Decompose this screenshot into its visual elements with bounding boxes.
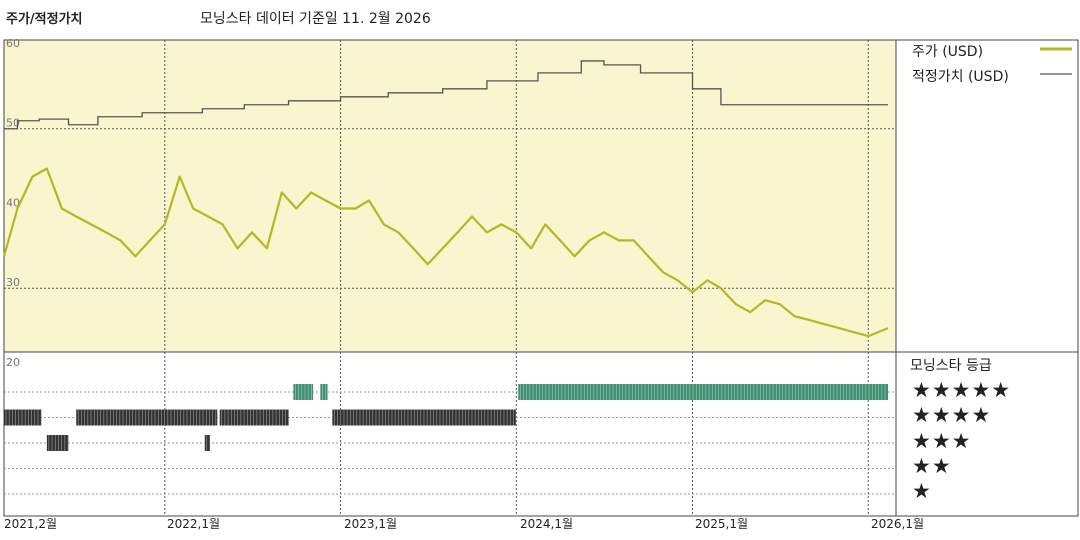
y-tick-label: 40 <box>6 196 20 209</box>
rating-bar-5-star <box>293 384 314 400</box>
rating-bar-5-star <box>320 384 328 400</box>
rating-bar-4-star <box>219 409 289 426</box>
y-tick-label: 30 <box>6 276 20 289</box>
two-star-icons: ★★ <box>912 454 952 478</box>
x-tick-label: 2022,1월 <box>167 517 221 531</box>
x-tick-label: 2021,2월 <box>4 517 58 531</box>
rating-bar-3-star <box>46 435 69 451</box>
chart-subtitle: 모닝스타 데이터 기준일 11. 2월 2026 <box>200 11 431 27</box>
rating-bar-5-star <box>518 384 888 400</box>
one-star-icon: ★ <box>912 479 932 503</box>
y-tick-label: 50 <box>6 117 20 130</box>
five-star-icons: ★★★★★ <box>912 378 1012 402</box>
rating-bar-3-star <box>204 435 211 451</box>
price-line <box>2 167 889 338</box>
y-tick-label: 20 <box>6 356 20 369</box>
x-tick-label: 2025,1월 <box>695 517 749 531</box>
rating-bar-4-star <box>4 409 42 426</box>
rating-bar-4-star <box>76 409 218 426</box>
three-star-icons: ★★★ <box>912 429 972 453</box>
page-title: 주가/적정가치 <box>6 12 83 27</box>
legend-price-label: 주가 (USD) <box>912 44 984 60</box>
x-tick-label: 2023,1월 <box>344 517 398 531</box>
rating-legend-title: 모닝스타 등급 <box>910 358 992 374</box>
fair-value-line <box>4 60 888 130</box>
legend-fair-value-label: 적정가치 (USD) <box>912 69 1009 85</box>
price-plot-area <box>4 40 896 352</box>
four-star-icons: ★★★★ <box>912 403 992 427</box>
x-tick-label: 2026,1월 <box>871 517 925 531</box>
x-tick-label: 2024,1월 <box>520 517 574 531</box>
chart-frame <box>3 39 1079 517</box>
y-tick-label: 60 <box>6 37 20 50</box>
